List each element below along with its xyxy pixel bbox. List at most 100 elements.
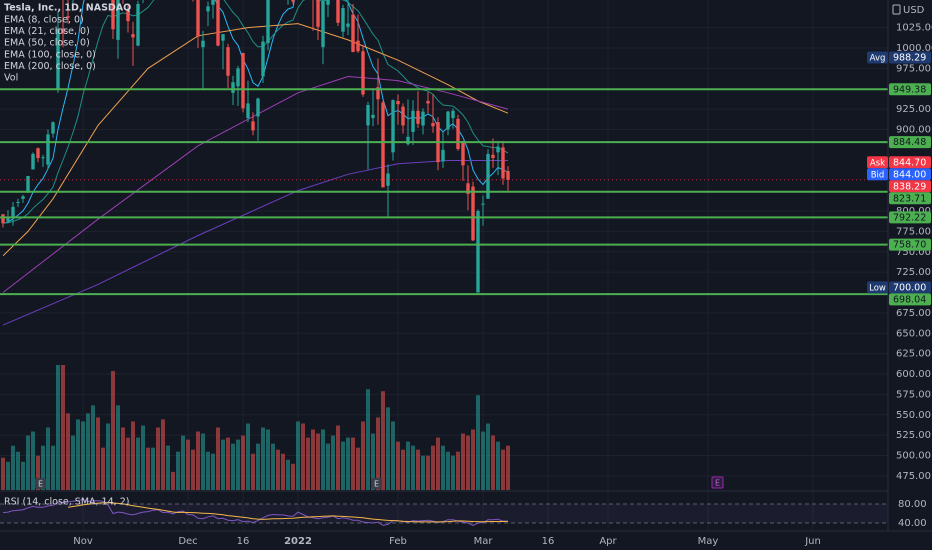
volume-bar <box>356 447 360 490</box>
price-tag-name: Low <box>869 283 886 293</box>
volume-bar <box>101 447 105 490</box>
volume-bar <box>11 445 15 490</box>
volume-bar <box>226 437 230 490</box>
volume-bar <box>376 417 380 490</box>
price-tag: 844.70 Ask <box>867 156 931 169</box>
volume-bar <box>201 433 205 490</box>
volume-bar <box>266 429 270 490</box>
volume-bar <box>406 441 410 490</box>
volume-bar <box>396 441 400 490</box>
price-tag-value: 698.04 <box>893 294 926 305</box>
y-tick-label: 900.00 <box>896 125 931 136</box>
volume-bar <box>336 425 340 490</box>
candle-body <box>16 202 20 204</box>
volume-bar <box>276 449 280 490</box>
legend-entry: EMA (200, close, 0) <box>4 61 96 72</box>
volume-bar <box>426 455 430 490</box>
volume-bar <box>71 435 75 490</box>
x-tick-label: Jun <box>804 536 821 547</box>
candle-body <box>41 157 45 159</box>
currency-label[interactable]: USD <box>903 5 925 16</box>
x-tick-label: May <box>698 536 719 547</box>
volume-bar <box>221 439 225 490</box>
price-tag-value: 838.29 <box>893 181 926 192</box>
price-tag: 823.71 <box>889 192 931 205</box>
volume-bar <box>381 391 385 490</box>
candle-body <box>36 148 40 159</box>
price-tag: 949.38 <box>889 83 931 96</box>
volume-bar <box>311 429 315 490</box>
rsi-lines <box>2 498 509 526</box>
candle-body <box>456 118 460 150</box>
candle-body <box>26 175 30 193</box>
legend-entry: EMA (21, close, 0) <box>4 26 90 37</box>
candle-body <box>416 110 420 124</box>
volume-bar <box>141 425 145 490</box>
candle-body <box>461 140 465 166</box>
price-tag-value: 844.70 <box>893 157 926 168</box>
candle-body <box>216 0 220 46</box>
candle-body <box>126 9 130 22</box>
volume-bar <box>211 453 215 490</box>
y-tick-label: 1025.00 <box>896 23 932 34</box>
y-tick-label: 725.00 <box>896 267 931 278</box>
axes: 1025.001000.00975.00925.00900.00800.0077… <box>73 23 932 547</box>
candle-body <box>496 146 500 153</box>
volume-bar <box>251 453 255 490</box>
price-tag-box <box>889 293 931 306</box>
volume-bar <box>261 427 265 490</box>
ema-line <box>2 75 509 293</box>
volume-bar <box>316 433 320 490</box>
price-tag-value: 884.48 <box>893 137 926 148</box>
volume-bar <box>121 427 125 490</box>
price-tag-box <box>889 51 931 64</box>
volume-bar <box>466 435 470 490</box>
volume-bar <box>61 365 65 490</box>
volume-bar <box>171 471 175 490</box>
earnings-marker-future[interactable]: E <box>711 476 724 489</box>
volume-bar <box>186 439 190 490</box>
price-tag-box <box>889 156 931 169</box>
volume-bar <box>291 463 295 490</box>
candle-body <box>381 102 385 188</box>
candle-body <box>241 52 245 109</box>
rsi-tick-label: 80.00 <box>898 499 927 510</box>
legend: EMA (8, close, 0)EMA (21, close, 0) EMA (… <box>4 15 96 84</box>
y-tick-label: 975.00 <box>896 63 931 74</box>
volume-bar <box>471 429 475 490</box>
price-tag: 844.00 Bid <box>867 168 931 181</box>
earnings-marker[interactable]: E <box>371 478 382 489</box>
volume-bar <box>106 423 110 490</box>
rsi-title: RSI (14, close, SMA, 14, 2) <box>4 497 129 508</box>
volume-bar <box>441 445 445 490</box>
candle-body <box>211 0 215 5</box>
candle-body <box>481 203 485 205</box>
volume-bar <box>501 449 505 490</box>
price-tag-name: Bid <box>871 170 885 180</box>
candle-body <box>431 122 435 127</box>
candle-body <box>341 8 345 32</box>
x-tick-label: Mar <box>474 536 494 547</box>
price-tag-value: 949.38 <box>893 84 926 95</box>
volume-bar <box>436 437 440 490</box>
candle-body <box>421 111 425 126</box>
legend-entry: EMA (8, close, 0) <box>4 15 84 26</box>
volume-bar <box>31 431 35 490</box>
currency[interactable]: USD <box>892 4 925 16</box>
earnings-marker[interactable]: E <box>35 478 46 489</box>
volume-bar <box>386 407 390 490</box>
price-tag-value: 758.70 <box>893 240 926 251</box>
price-tag: 792.22 <box>889 211 931 224</box>
volume-bar <box>111 371 115 490</box>
candle-body <box>201 40 205 48</box>
volume-bar <box>56 365 60 490</box>
candle-body <box>356 40 360 52</box>
price-tag-value: 700.00 <box>893 282 926 293</box>
volume-bar <box>151 447 155 490</box>
volume-bar <box>21 461 25 490</box>
price-tag-value: 823.71 <box>893 193 926 204</box>
candle-body <box>446 111 450 130</box>
volume-bar <box>371 433 375 490</box>
candle-body <box>261 41 265 77</box>
volume-bar <box>91 405 95 490</box>
